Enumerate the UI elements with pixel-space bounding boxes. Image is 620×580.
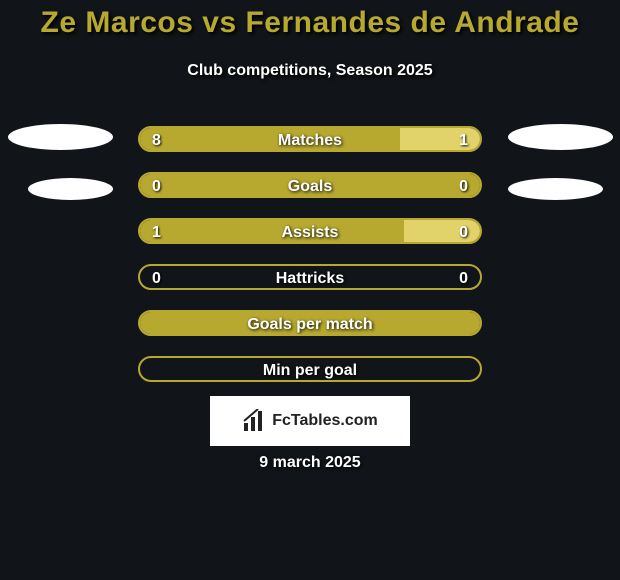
stat-label: Goals	[140, 174, 480, 198]
generated-date: 9 march 2025	[0, 454, 620, 472]
stat-bar: Goals per match	[138, 310, 482, 336]
logo-text: FcTables.com	[272, 412, 378, 430]
stat-bar: 81Matches	[138, 126, 482, 152]
right-player-avatar-shape	[508, 124, 613, 150]
stat-row-goals: 00Goals	[138, 172, 482, 198]
stat-label: Matches	[140, 128, 480, 152]
fctables-logo: FcTables.com	[210, 396, 410, 446]
stat-row-matches: 81Matches	[138, 126, 482, 152]
stat-label: Assists	[140, 220, 480, 244]
comparison-infographic: Ze Marcos vs Fernandes de Andrade Club c…	[0, 0, 620, 580]
stat-row-goals-per-match: Goals per match	[138, 310, 482, 336]
stat-row-assists: 10Assists	[138, 218, 482, 244]
stat-label: Min per goal	[140, 358, 480, 382]
right-player-avatar-shape	[508, 178, 603, 200]
left-player-avatar-shape	[8, 124, 113, 150]
stat-bar: Min per goal	[138, 356, 482, 382]
stat-row-hattricks: 00Hattricks	[138, 264, 482, 290]
stat-bar: 00Hattricks	[138, 264, 482, 290]
chart-icon	[242, 409, 266, 433]
left-player-avatar-shape	[28, 178, 113, 200]
page-subtitle: Club competitions, Season 2025	[0, 62, 620, 80]
stat-label: Hattricks	[140, 266, 480, 290]
page-title: Ze Marcos vs Fernandes de Andrade	[0, 6, 620, 40]
stat-label: Goals per match	[140, 312, 480, 336]
stat-bar: 00Goals	[138, 172, 482, 198]
stat-row-min-per-goal: Min per goal	[138, 356, 482, 382]
stat-bar: 10Assists	[138, 218, 482, 244]
